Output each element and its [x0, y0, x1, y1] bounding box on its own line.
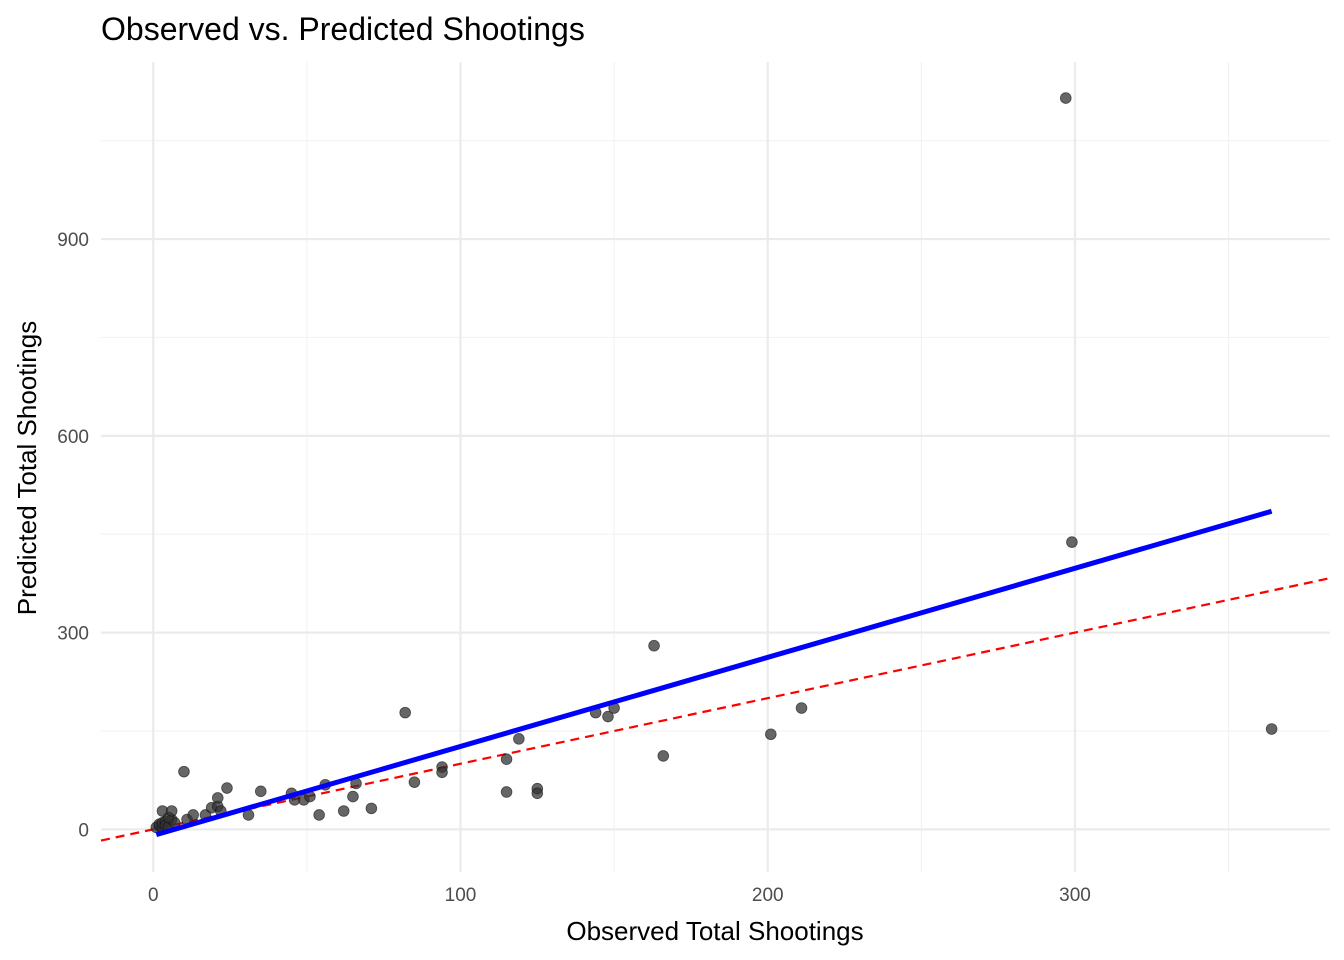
x-tick-label: 300 [1059, 885, 1091, 906]
y-axis-title: Predicted Total Shootings [12, 321, 42, 615]
data-point [1066, 536, 1078, 548]
data-point [795, 702, 808, 714]
x-tick-labels: 0 100 200 300 [148, 885, 1091, 906]
x-tick-label: 200 [752, 885, 784, 906]
y-tick-labels: 0 300 600 900 [57, 230, 89, 841]
data-point [531, 787, 544, 800]
fit-line-layer [155, 508, 1273, 838]
data-point [254, 785, 267, 798]
minor-gridlines [101, 62, 1330, 872]
chart-title: Observed vs. Predicted Shootings [101, 11, 585, 47]
y-tick-label: 300 [57, 624, 89, 645]
regression-fit-line [155, 508, 1273, 838]
data-point [500, 786, 513, 798]
data-point [602, 710, 614, 723]
reference-line-layer [100, 577, 1331, 842]
major-gridlines [101, 62, 1330, 872]
reference-line-y-equals-x [100, 577, 1331, 842]
data-point [513, 733, 525, 745]
data-point [1265, 723, 1278, 735]
y-tick-label: 0 [78, 820, 89, 841]
data-point [313, 809, 325, 821]
data-point [221, 782, 233, 794]
data-point [500, 753, 513, 765]
data-point [436, 766, 448, 779]
data-points [150, 92, 1278, 834]
data-point [337, 805, 350, 817]
x-axis-title: Observed Total Shootings [566, 916, 863, 946]
data-point [178, 765, 190, 778]
data-point [657, 750, 670, 762]
data-point [347, 790, 359, 803]
data-point [165, 805, 178, 817]
data-point [211, 792, 224, 804]
data-point [765, 728, 777, 741]
x-tick-label: 0 [148, 885, 159, 906]
data-point [1059, 92, 1072, 104]
data-point [187, 809, 199, 821]
data-point [399, 706, 411, 719]
data-point [648, 639, 660, 652]
data-point [408, 776, 421, 788]
data-point [365, 802, 378, 815]
y-tick-label: 600 [57, 427, 89, 448]
y-tick-label: 900 [57, 230, 89, 251]
x-tick-label: 100 [445, 885, 477, 906]
